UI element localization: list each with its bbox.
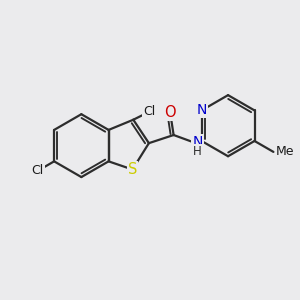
Text: H: H [193, 145, 202, 158]
Text: N: N [192, 135, 203, 149]
Text: N: N [196, 103, 207, 117]
Text: Cl: Cl [32, 164, 44, 177]
Text: S: S [128, 162, 137, 177]
Text: Cl: Cl [143, 105, 156, 118]
Text: Me: Me [276, 146, 294, 158]
Text: O: O [164, 105, 176, 120]
